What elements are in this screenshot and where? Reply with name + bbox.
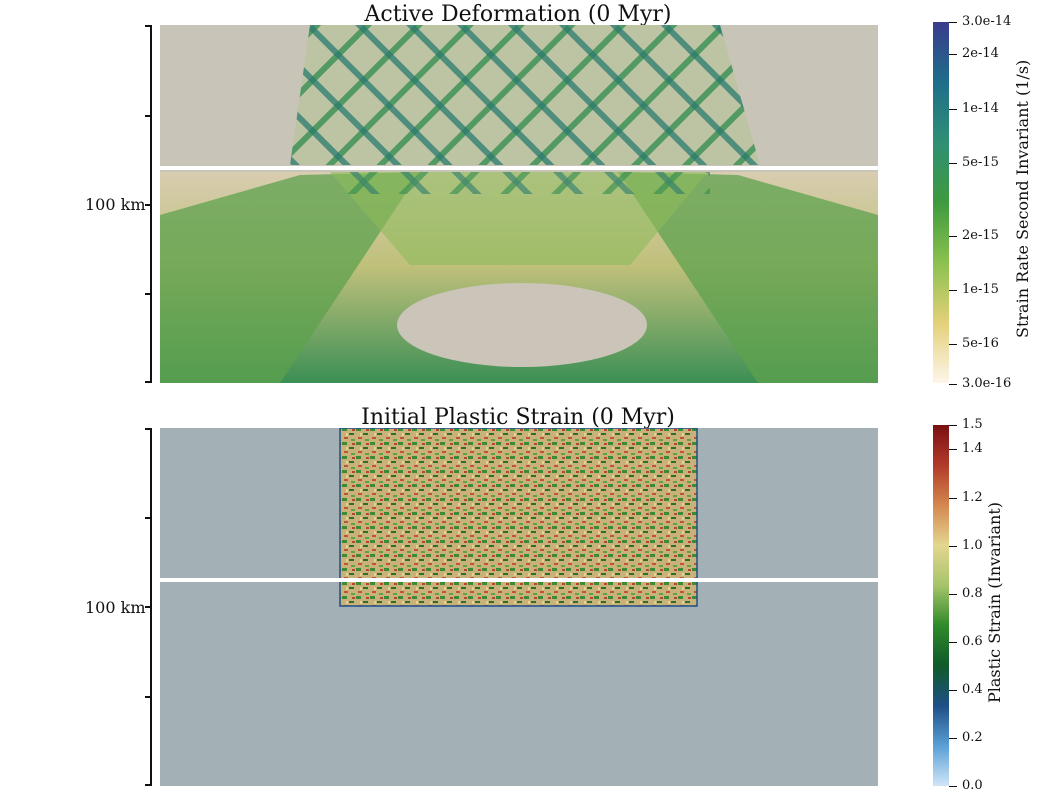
panel-1-tick-2 [145,115,152,117]
strain-rate-colorbar-tick [949,290,957,291]
plastic-strain-colorbar-tick-label: 1.2 [962,490,983,505]
plastic-strain-colorbar-tick-label: 1.0 [962,538,983,553]
plastic-strain-colorbar-title: Plastic Strain (Invariant) [985,501,1004,703]
strain-rate-panel [160,25,878,383]
plastic-strain-field [160,428,878,786]
strain-rate-colorbar-tick [949,236,957,237]
plastic-strain-colorbar-tick [949,738,957,739]
strain-rate-colorbar [933,22,949,383]
panel-2-tick-2 [145,517,152,519]
panel-2-tick-4 [145,696,152,698]
strain-rate-colorbar-tick [949,344,957,345]
strain-rate-colorbar-tick [949,22,957,23]
strain-rate-colorbar-tick [949,163,957,164]
panel-1-tick-4 [145,293,152,295]
strain-rate-colorbar-tick [949,384,957,385]
plastic-strain-colorbar-tick-label: 0.0 [962,778,983,793]
plastic-strain-colorbar-tick-label: 1.4 [962,441,983,456]
plastic-strain-colorbar-tick [949,786,957,787]
plastic-strain-colorbar-tick [949,449,957,450]
panel-1-separator [160,166,878,170]
panel-1-tick-bottom [145,381,152,383]
plastic-strain-colorbar [933,425,949,786]
strain-rate-colorbar-tick-label: 2e-15 [962,228,999,243]
panel-2-tick-bottom [145,784,152,786]
plastic-strain-colorbar-tick-label: 0.8 [962,586,983,601]
strain-rate-colorbar-tick-label: 1e-14 [962,101,999,116]
panel-2-title: Initial Plastic Strain (0 Myr) [361,405,675,430]
panel-1-depth-label: 100 km [85,195,146,214]
strain-rate-colorbar-tick [949,54,957,55]
panel-2-tick-3 [145,606,152,608]
plastic-strain-colorbar-tick-label: 0.6 [962,634,983,649]
strain-rate-colorbar-tick-label: 2e-14 [962,46,999,61]
strain-rate-colorbar-tick-label: 5e-16 [962,336,999,351]
plastic-strain-colorbar-tick [949,594,957,595]
plastic-strain-colorbar-tick [949,425,957,426]
panel-1-tick-3 [145,204,152,206]
plastic-strain-colorbar-tick [949,690,957,691]
panel-2-separator [160,578,878,582]
strain-rate-colorbar-tick-label: 3.0e-14 [962,14,1012,29]
plastic-strain-colorbar-tick [949,498,957,499]
plastic-strain-colorbar-tick-label: 0.2 [962,730,983,745]
panel-2-depth-label: 100 km [85,598,146,617]
strain-rate-field [160,25,878,383]
strain-rate-colorbar-tick [949,109,957,110]
panel-2-tick-top [145,428,152,430]
strain-rate-colorbar-tick-label: 3.0e-16 [962,376,1012,391]
initial-plastic-strain-block [339,428,698,607]
plastic-strain-colorbar-tick-label: 1.5 [962,417,983,432]
panel-1-title: Active Deformation (0 Myr) [364,2,672,27]
strain-rate-colorbar-tick-label: 1e-15 [962,282,999,297]
plastic-strain-panel [160,428,878,786]
plastic-strain-colorbar-tick [949,642,957,643]
panel-1-tick-top [145,25,152,27]
plastic-strain-colorbar-tick-label: 0.4 [962,682,983,697]
strain-rate-colorbar-title: Strain Rate Second Invariant (1/s) [1013,59,1032,338]
strain-rate-colorbar-tick-label: 5e-15 [962,155,999,170]
plastic-strain-colorbar-tick [949,546,957,547]
